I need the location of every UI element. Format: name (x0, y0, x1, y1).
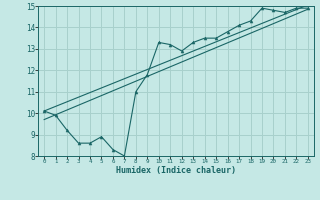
X-axis label: Humidex (Indice chaleur): Humidex (Indice chaleur) (116, 166, 236, 175)
